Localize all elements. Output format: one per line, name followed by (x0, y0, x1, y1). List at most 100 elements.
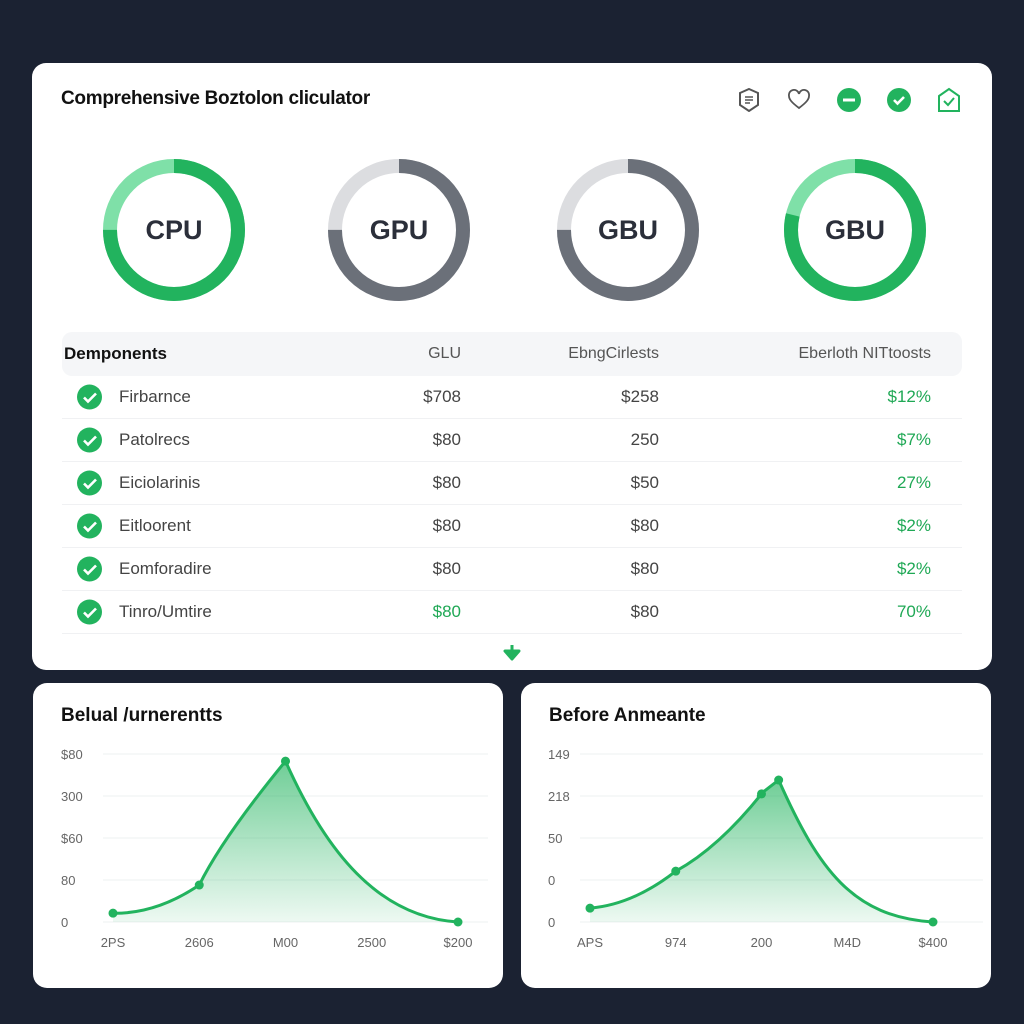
data-point (108, 908, 118, 918)
component-name: Patolrecs (119, 430, 190, 449)
check-icon[interactable] (77, 470, 102, 496)
component-name: Firbarnce (119, 387, 191, 406)
y-tick-label: 218 (548, 789, 570, 804)
y-tick-label: 80 (61, 873, 75, 888)
header-components: Demponents (64, 344, 167, 363)
gauge-label: CPU (145, 214, 203, 245)
data-point (757, 789, 766, 799)
minus-circle-icon[interactable] (836, 87, 862, 113)
table-row[interactable]: Eitloorent $80 $80 $2% (62, 505, 962, 548)
cell-col-2: $80 (432, 602, 461, 621)
x-tick-label: 974 (665, 935, 687, 950)
component-name: Eiciolarinis (119, 473, 201, 492)
component-name: Eomforadire (119, 559, 212, 578)
table-row[interactable]: Eomforadire $80 $80 $2% (62, 548, 962, 591)
cell-col-4: 70% (896, 602, 931, 621)
x-tick-label: $400 (919, 935, 948, 950)
cell-col-3: $258 (621, 387, 659, 406)
table-header: Demponents GLU EbngCirlests Eberloth NIT… (62, 332, 962, 376)
check-circle-icon[interactable] (886, 87, 912, 113)
cell-col-2: $80 (432, 473, 461, 492)
series-line (112, 758, 459, 924)
gauge-label: GBU (825, 214, 885, 245)
area-fill (113, 761, 458, 922)
data-point (453, 917, 463, 927)
check-icon[interactable] (77, 384, 102, 410)
chart-card-right: Before Anmeante 0 0 50 218 149 APS 974 200 M4D $4… (521, 683, 991, 988)
cell-col-2: $708 (423, 387, 461, 406)
x-tick-label: 2PS (101, 935, 126, 950)
x-tick-label: M4D (834, 935, 861, 950)
table-row[interactable]: Firbarnce $708 $258 $12% (62, 376, 962, 419)
header-col-4[interactable]: Eberloth NITtoosts (798, 345, 932, 362)
chart-card-left: Belual /urnerentts 0 80 $60 300 $80 2PS 2606 M0… (33, 683, 503, 988)
y-tick-label: 50 (548, 831, 562, 846)
cell-col-2: $80 (432, 430, 461, 449)
y-tick-label: 0 (61, 915, 68, 930)
y-tick-label: 149 (548, 747, 570, 762)
cell-col-2: $80 (432, 559, 461, 578)
gauge-fill (103, 159, 245, 301)
cell-col-4: 27% (896, 473, 931, 492)
cell-col-2: $80 (432, 516, 461, 535)
heart-icon[interactable] (786, 87, 812, 113)
x-tick-label: 2606 (185, 935, 214, 950)
cell-col-4: $2% (896, 559, 931, 578)
gauge-label: GBU (598, 214, 658, 245)
document-shield-icon[interactable] (736, 87, 762, 113)
gauge-label: GPU (369, 214, 429, 245)
y-tick-label: 300 (61, 789, 83, 804)
gauge-gbu: GBU (780, 155, 930, 305)
cell-col-3: 250 (630, 430, 659, 449)
header-col-3[interactable]: EbngCirlests (568, 345, 659, 362)
cell-col-3: $80 (630, 559, 659, 578)
y-tick-label: $80 (61, 747, 83, 762)
table-row[interactable]: Eiciolarinis $80 $50 27% (62, 462, 962, 505)
cell-col-3: $50 (630, 473, 659, 492)
table-row[interactable]: Patolrecs $80 250 $7% (62, 419, 962, 462)
component-name: Tinro/Umtire (119, 602, 212, 621)
x-tick-label: M00 (273, 935, 298, 950)
area-chart: 0 80 $60 300 $80 2PS 2606 M00 2500 $200 (61, 747, 488, 950)
data-point (671, 866, 681, 876)
calculator-panel: Comprehensive Boztolon cliculator CPU GP… (32, 63, 992, 670)
cell-col-3: $80 (630, 602, 659, 621)
expand-down-icon[interactable] (502, 643, 522, 666)
data-point (585, 903, 595, 913)
check-icon[interactable] (77, 513, 102, 539)
gauge-fill (557, 159, 699, 301)
cell-col-4: $12% (887, 387, 931, 406)
y-tick-label: 0 (548, 873, 555, 888)
header-col-2[interactable]: GLU (428, 345, 461, 362)
gauge-cpu: CPU (99, 155, 249, 305)
area-fill (590, 780, 933, 922)
data-point (194, 880, 204, 890)
table-row[interactable]: Tinro/Umtire $80 $80 70% (62, 591, 962, 634)
x-tick-label: $200 (444, 935, 473, 950)
cell-col-4: $7% (896, 430, 931, 449)
data-point (774, 775, 784, 785)
y-tick-label: 0 (548, 915, 555, 930)
x-tick-label: 200 (751, 935, 773, 950)
cell-col-4: $2% (896, 516, 931, 535)
check-icon[interactable] (77, 427, 102, 453)
components-table: Demponents GLU EbngCirlests Eberloth NIT… (62, 332, 962, 634)
y-tick-label: $60 (61, 831, 83, 846)
data-point (281, 756, 290, 766)
house-check-icon[interactable] (936, 87, 962, 113)
check-icon[interactable] (77, 556, 102, 582)
area-chart: 0 0 50 218 149 APS 974 200 M4D $400 (548, 747, 983, 950)
data-point (928, 917, 938, 927)
gauge-fill (784, 159, 926, 301)
chart-title: Belual /urnerentts (61, 705, 223, 726)
check-icon[interactable] (77, 599, 102, 625)
gauge-gpu: GPU (324, 155, 474, 305)
x-tick-label: 2500 (357, 935, 386, 950)
cell-col-3: $80 (630, 516, 659, 535)
gauge-fill (328, 159, 470, 301)
page-title: Comprehensive Boztolon cliculator (61, 88, 370, 109)
chart-title: Before Anmeante (549, 705, 706, 726)
component-name: Eitloorent (119, 516, 191, 535)
x-tick-label: APS (577, 935, 603, 950)
gauge-gbu: GBU (553, 155, 703, 305)
